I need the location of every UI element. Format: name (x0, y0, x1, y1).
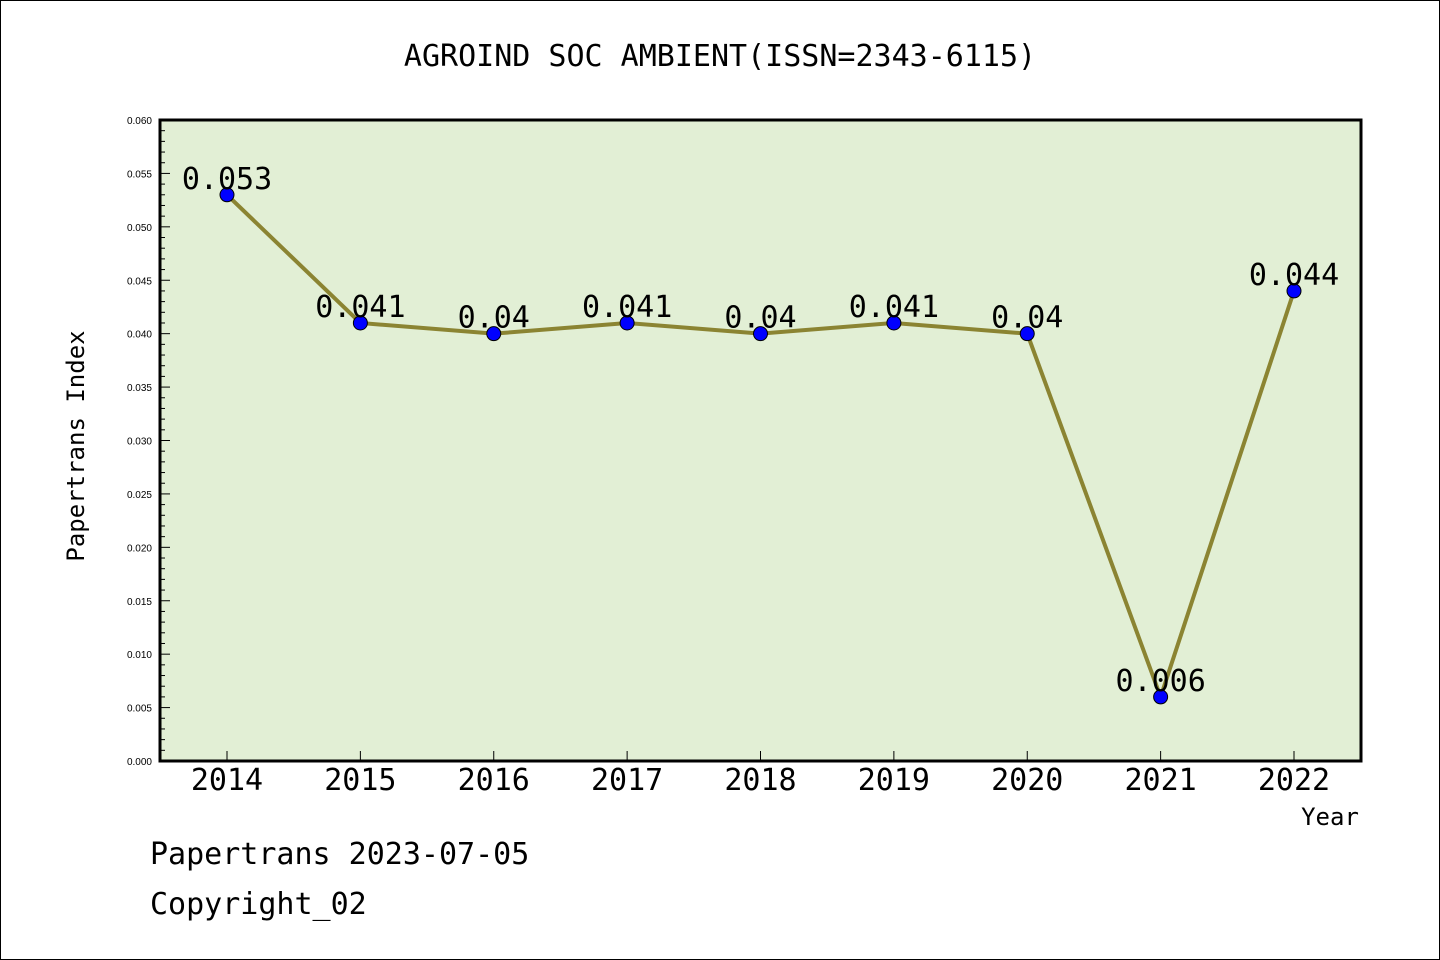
data-points (219, 187, 1302, 705)
y-tick-label: 0.025 (127, 490, 152, 501)
y-tick-label: 0.035 (127, 383, 152, 394)
data-label: 0.04 (458, 301, 530, 336)
y-tick-label: 0.045 (127, 276, 152, 287)
y-axis-label: Papertrans Index (62, 330, 90, 561)
x-tick-label: 2017 (591, 763, 663, 798)
plot-border (158, 118, 1363, 763)
plot-area (160, 120, 1361, 761)
data-point (486, 326, 502, 342)
data-label: 0.04 (991, 301, 1063, 336)
y-tick-label: 0.050 (127, 223, 152, 234)
x-tick-label: 2018 (724, 763, 796, 798)
data-label: 0.044 (1249, 258, 1339, 293)
data-label: 0.006 (1115, 664, 1205, 699)
footer-source: Papertrans 2023-07-05 (150, 837, 529, 872)
x-tick-label: 2019 (858, 763, 930, 798)
data-label: 0.041 (582, 290, 672, 325)
x-tick-label: 2022 (1258, 763, 1330, 798)
data-label: 0.041 (315, 290, 405, 325)
data-point (352, 315, 368, 331)
x-tick-label: 2014 (191, 763, 263, 798)
data-point (1286, 283, 1302, 299)
data-point (1153, 689, 1169, 705)
data-labels: 0.053 0.041 0.04 0.041 0.04 0.041 0.04 0.006 0.0… (182, 162, 1339, 699)
x-tick-label: 2016 (458, 763, 530, 798)
x-tick-label: 2021 (1125, 763, 1197, 798)
y-tick-label: 0.010 (127, 650, 152, 661)
data-label: 0.053 (182, 162, 272, 197)
data-point (753, 326, 768, 342)
y-tick-label: 0.030 (127, 437, 152, 448)
data-label: 0.041 (849, 290, 939, 325)
y-tick-label: 0.040 (127, 330, 152, 341)
data-label: 0.04 (724, 301, 796, 336)
x-axis-label: Year (1301, 803, 1359, 831)
x-tick-label: 2020 (991, 763, 1063, 798)
data-point (1019, 326, 1035, 342)
data-point (219, 187, 235, 203)
footer-copyright: Copyright_02 (150, 887, 367, 922)
data-point (886, 315, 902, 331)
chart-title: AGROIND SOC AMBIENT(ISSN=2343-6115) (404, 39, 1036, 74)
y-axis: 0.000 0.005 0.010 0.015 0.020 0.025 0.030 0.035… (127, 116, 170, 768)
x-axis: 2014 2015 2016 2017 2018 2019 2020 2021 2022 (191, 751, 1330, 798)
y-tick-label: 0.060 (127, 116, 152, 127)
y-tick-label: 0.000 (127, 757, 152, 768)
y-tick-label: 0.005 (127, 704, 152, 715)
y-tick-label: 0.055 (127, 169, 152, 180)
y-tick-label: 0.015 (127, 597, 152, 608)
data-point (619, 315, 635, 331)
x-tick-label: 2015 (324, 763, 396, 798)
y-tick-label: 0.020 (127, 543, 152, 554)
